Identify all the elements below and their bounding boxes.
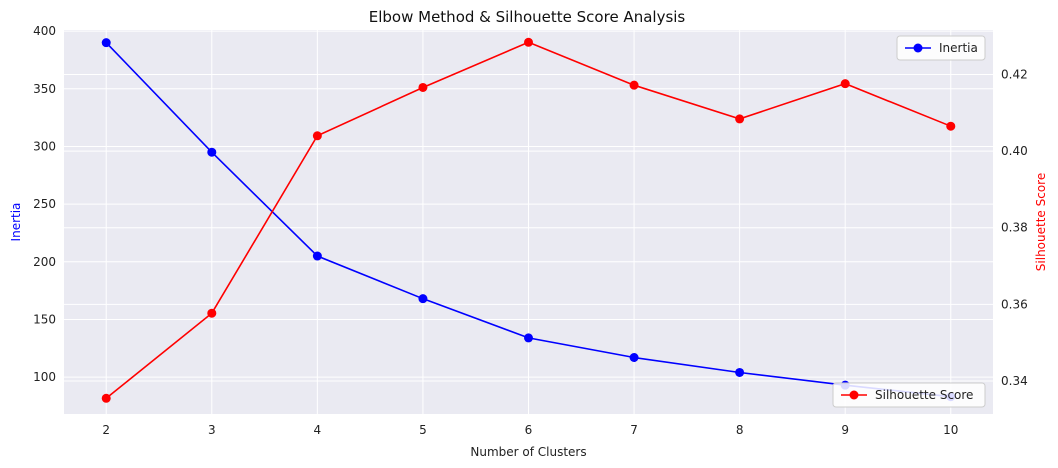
right-y-tick-label: 0.34 (1001, 374, 1028, 388)
x-tick-label: 9 (841, 423, 849, 437)
silhouette-score-point (735, 114, 745, 124)
right-y-tick-label: 0.40 (1001, 144, 1028, 158)
silhouette-score-point (946, 121, 956, 131)
left-y-tick-label: 250 (33, 197, 56, 211)
inertia-point (735, 367, 745, 377)
x-tick-label: 3 (208, 423, 216, 437)
x-tick-label: 7 (630, 423, 638, 437)
inertia-point (524, 333, 533, 343)
right-y-tick-label: 0.38 (1001, 221, 1028, 235)
legends: Inertia Silhouette Score (832, 35, 986, 408)
x-tick-label: 5 (419, 423, 427, 437)
x-axis-label: Number of Clusters (470, 445, 586, 459)
silhouette-score-point (312, 131, 322, 141)
silhouette-score-point (207, 308, 217, 318)
left-y-tick-label: 100 (33, 370, 56, 384)
chart-title: Elbow Method & Silhouette Score Analysis (369, 8, 686, 26)
left-y-axis-label: Inertia (9, 203, 23, 242)
series-layer (101, 37, 956, 403)
left-y-tick-label: 200 (33, 255, 56, 269)
x-tick-label: 6 (525, 423, 533, 437)
legend-box (896, 35, 986, 61)
x-tick-label: 10 (943, 423, 958, 437)
legend-label: Inertia (939, 41, 978, 55)
silhouette-score-point (418, 82, 428, 92)
inertia-point (101, 38, 111, 48)
axes: 2 3 4 5 6 7 8 9 10 100 150 200 250 300 350 400 0.34 0.36 0… (33, 24, 1028, 437)
silhouette-score-point (101, 393, 111, 403)
left-y-tick-label: 150 (33, 312, 56, 326)
legend-marker (913, 43, 923, 53)
inertia-point (207, 147, 217, 157)
left-y-tick-label: 300 (33, 139, 56, 153)
legend-box (832, 382, 986, 408)
x-tick-label: 4 (314, 423, 322, 437)
inertia-point (418, 294, 428, 304)
inertia-legend: Inertia (896, 35, 986, 61)
right-y-tick-label: 0.36 (1001, 297, 1028, 311)
legend-label: Silhouette Score (875, 388, 973, 402)
legend-marker (849, 390, 859, 400)
silhouette-score-point (524, 37, 533, 47)
left-y-tick-label: 350 (33, 82, 56, 96)
left-y-tick-label: 400 (33, 24, 56, 38)
silhouette-score-point (840, 79, 850, 89)
silhouette-score-legend: Silhouette Score (832, 382, 986, 408)
x-tick-label: 2 (102, 423, 110, 437)
x-tick-label: 8 (736, 423, 744, 437)
right-y-tick-label: 0.42 (1001, 67, 1028, 81)
silhouette-score-point (629, 80, 639, 90)
inertia-point (312, 251, 322, 261)
grid (64, 30, 993, 414)
inertia-point (629, 352, 639, 362)
right-y-axis-label: Silhouette Score (1034, 173, 1048, 271)
